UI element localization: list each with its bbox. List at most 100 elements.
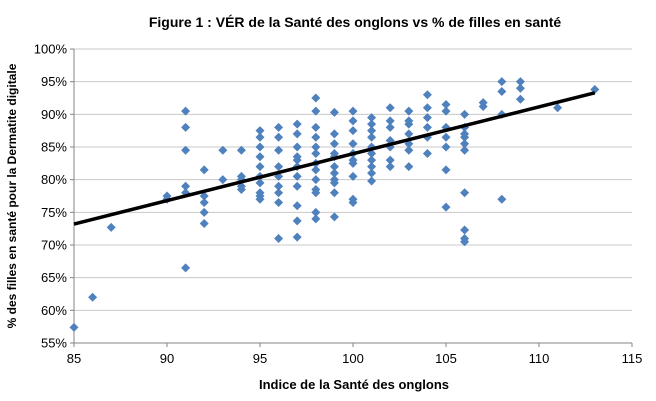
- data-point: [292, 142, 302, 152]
- data-point: [311, 122, 321, 132]
- data-point: [422, 122, 432, 132]
- data-point: [367, 119, 377, 129]
- data-point: [404, 106, 414, 116]
- data-point: [460, 109, 470, 119]
- data-point: [441, 100, 451, 110]
- y-tick-label: 100%: [34, 42, 68, 57]
- data-point: [348, 139, 358, 149]
- data-point: [255, 194, 265, 204]
- x-tick-label: 105: [435, 351, 457, 366]
- data-point: [497, 86, 507, 96]
- y-tick-label: 90%: [41, 107, 67, 122]
- data-point: [329, 212, 339, 222]
- data-point: [181, 145, 191, 155]
- data-point: [199, 191, 209, 201]
- data-point: [106, 222, 116, 232]
- data-point: [292, 171, 302, 181]
- y-tick-label: 80%: [41, 172, 67, 187]
- data-point: [329, 178, 339, 188]
- data-point: [460, 145, 470, 155]
- y-tick-label: 65%: [41, 270, 67, 285]
- data-point: [422, 90, 432, 100]
- data-point: [292, 119, 302, 129]
- data-point: [367, 162, 377, 172]
- data-point: [385, 155, 395, 165]
- data-point: [367, 126, 377, 136]
- data-point: [404, 162, 414, 172]
- data-point: [404, 145, 414, 155]
- data-point: [292, 181, 302, 191]
- data-point: [274, 145, 284, 155]
- data-point: [311, 142, 321, 152]
- data-point: [348, 171, 358, 181]
- data-point: [515, 94, 525, 104]
- data-point: [292, 201, 302, 211]
- x-tick-labels: 85 90 95 100 105 110 115: [67, 351, 643, 366]
- x-tick-label: 100: [342, 351, 364, 366]
- data-point: [274, 233, 284, 243]
- data-point: [274, 188, 284, 198]
- data-point: [497, 194, 507, 204]
- data-point: [199, 165, 209, 175]
- data-point: [255, 126, 265, 136]
- data-point: [441, 142, 451, 152]
- data-point: [311, 188, 321, 198]
- data-point: [236, 184, 246, 194]
- data-point: [181, 106, 191, 116]
- data-point: [311, 149, 321, 159]
- data-point: [292, 155, 302, 165]
- axes: [70, 48, 633, 347]
- y-tick-label: 55%: [41, 336, 67, 351]
- data-point: [69, 322, 79, 332]
- data-point: [478, 101, 488, 111]
- data-point: [255, 132, 265, 142]
- data-point: [329, 162, 339, 172]
- data-point: [348, 158, 358, 168]
- y-tick-label: 75%: [41, 205, 67, 220]
- data-point: [441, 202, 451, 212]
- data-point: [460, 132, 470, 142]
- data-point: [460, 188, 470, 198]
- data-point: [367, 176, 377, 186]
- data-point: [274, 198, 284, 208]
- x-axis-label: Indice de la Santé des onglons: [259, 377, 449, 392]
- x-tick-label: 85: [67, 351, 81, 366]
- x-tick-label: 90: [160, 351, 174, 366]
- data-point: [404, 119, 414, 129]
- data-point: [515, 83, 525, 93]
- x-tick-label: 110: [529, 351, 550, 366]
- data-point: [367, 155, 377, 165]
- data-point: [274, 162, 284, 172]
- data-point: [181, 122, 191, 132]
- data-point: [385, 122, 395, 132]
- data-point: [422, 103, 432, 113]
- data-point: [329, 188, 339, 198]
- data-point: [497, 77, 507, 87]
- data-point: [311, 93, 321, 103]
- data-point: [422, 149, 432, 159]
- data-point: [329, 168, 339, 178]
- data-point: [348, 198, 358, 208]
- data-point: [385, 116, 395, 126]
- data-point: [311, 214, 321, 224]
- data-point: [348, 116, 358, 126]
- data-point: [460, 139, 470, 149]
- data-point: [367, 168, 377, 178]
- data-point: [329, 129, 339, 139]
- data-point: [274, 132, 284, 142]
- data-point: [441, 106, 451, 116]
- data-point: [367, 132, 377, 142]
- data-point: [348, 106, 358, 116]
- data-point: [199, 198, 209, 208]
- y-tick-label: 95%: [41, 74, 67, 89]
- data-point: [311, 207, 321, 217]
- data-point: [255, 142, 265, 152]
- data-point: [292, 232, 302, 242]
- chart-title: Figure 1 : VÉR de la Santé des onglons v…: [149, 14, 562, 30]
- trendline: [73, 91, 596, 226]
- data-point: [404, 129, 414, 139]
- data-point: [199, 218, 209, 228]
- data-point: [181, 263, 191, 273]
- data-point: [441, 165, 451, 175]
